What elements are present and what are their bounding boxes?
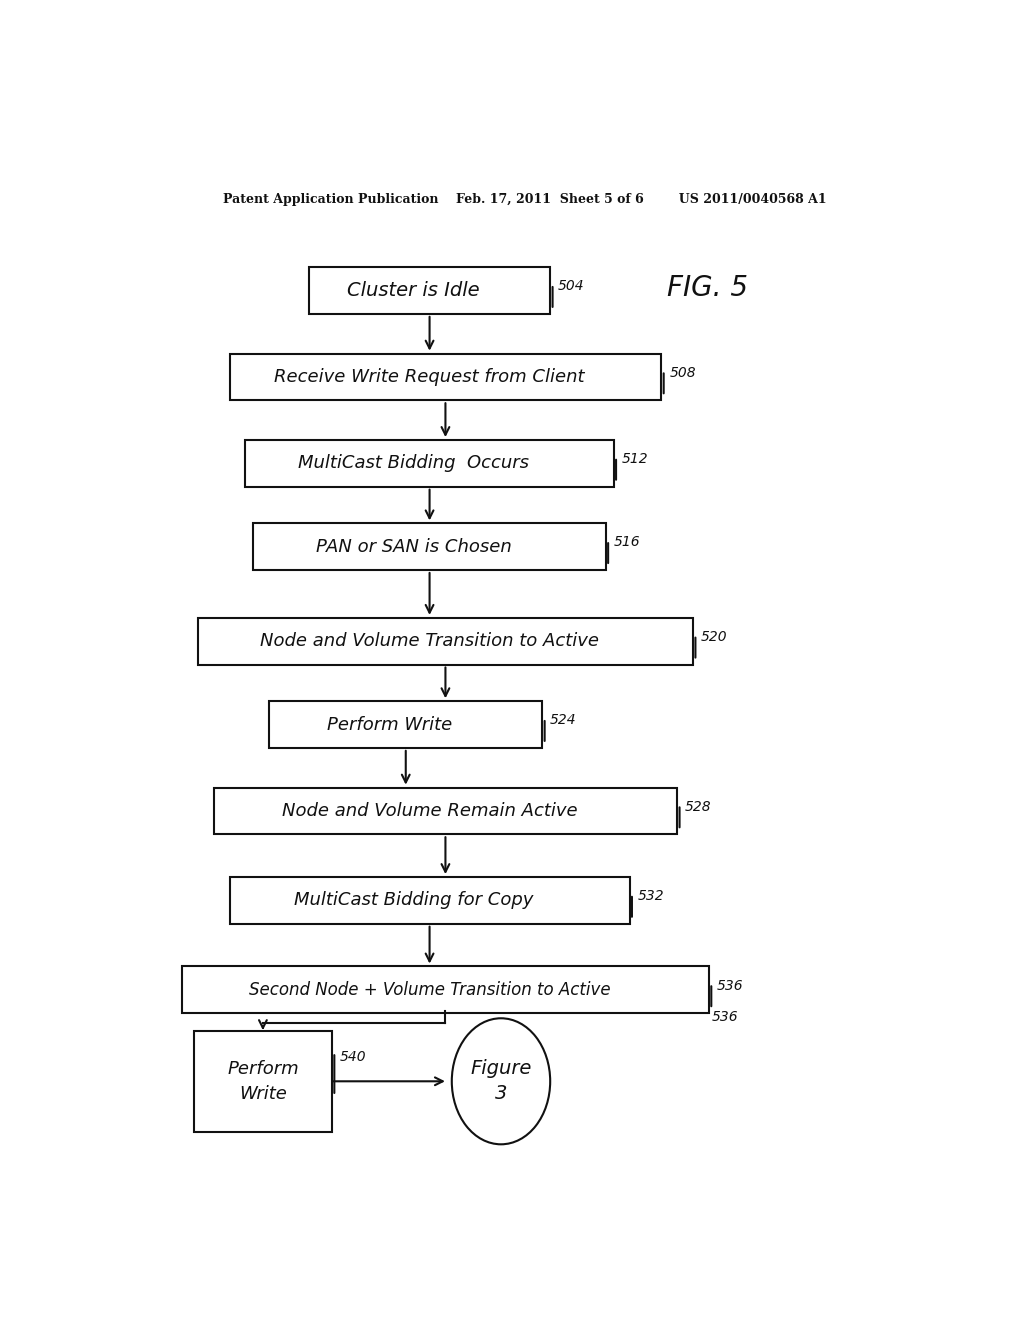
Text: FIG. 5: FIG. 5: [667, 275, 748, 302]
Text: 508: 508: [670, 366, 696, 380]
FancyBboxPatch shape: [309, 267, 550, 314]
Text: Figure
3: Figure 3: [470, 1059, 531, 1104]
Text: 536: 536: [712, 1010, 738, 1024]
FancyBboxPatch shape: [182, 966, 709, 1014]
Text: 524: 524: [550, 713, 577, 727]
Text: Node and Volume Transition to Active: Node and Volume Transition to Active: [260, 632, 599, 651]
Text: Cluster is Idle: Cluster is Idle: [347, 281, 480, 300]
Text: 528: 528: [685, 800, 712, 813]
FancyBboxPatch shape: [198, 618, 693, 664]
Text: MultiCast Bidding  Occurs: MultiCast Bidding Occurs: [298, 454, 529, 473]
FancyBboxPatch shape: [194, 1031, 332, 1131]
Text: 536: 536: [717, 978, 743, 993]
Text: Patent Application Publication    Feb. 17, 2011  Sheet 5 of 6        US 2011/004: Patent Application Publication Feb. 17, …: [223, 193, 826, 206]
Text: Node and Volume Remain Active: Node and Volume Remain Active: [282, 803, 578, 820]
Text: Second Node + Volume Transition to Active: Second Node + Volume Transition to Activ…: [249, 981, 610, 999]
Text: Perform Write: Perform Write: [328, 715, 453, 734]
Text: 520: 520: [701, 630, 728, 644]
FancyBboxPatch shape: [253, 523, 606, 570]
Text: 512: 512: [622, 451, 648, 466]
Circle shape: [452, 1018, 550, 1144]
FancyBboxPatch shape: [229, 876, 630, 924]
FancyBboxPatch shape: [229, 354, 662, 400]
Text: MultiCast Bidding for Copy: MultiCast Bidding for Copy: [294, 891, 534, 909]
Text: 504: 504: [558, 280, 585, 293]
Text: 540: 540: [340, 1051, 367, 1064]
Text: Receive Write Request from Client: Receive Write Request from Client: [274, 368, 585, 385]
Text: PAN or SAN is Chosen: PAN or SAN is Chosen: [315, 537, 512, 556]
FancyBboxPatch shape: [214, 788, 677, 834]
Text: 516: 516: [613, 536, 640, 549]
FancyBboxPatch shape: [246, 440, 613, 487]
Text: Perform
Write: Perform Write: [227, 1060, 299, 1102]
FancyBboxPatch shape: [269, 701, 543, 748]
Text: 532: 532: [638, 890, 665, 903]
